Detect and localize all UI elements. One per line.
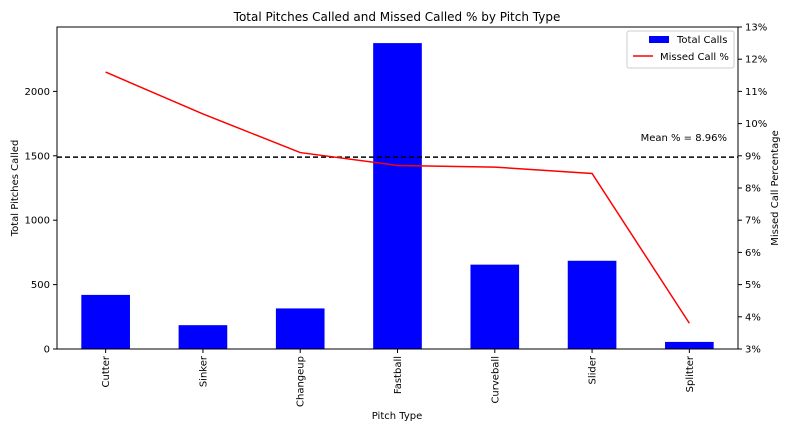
y-tick-label-right: 11%	[745, 87, 767, 98]
y-tick-label-right: 7%	[745, 216, 761, 227]
bar-cutter	[81, 294, 130, 349]
y-tick-label-left: 1500	[25, 151, 50, 162]
bar-sinker	[178, 325, 228, 349]
x-axis-title: Pitch Type	[372, 411, 423, 422]
plot-area: 0 500 1000 1500 2000 3% 4% 5% 6% 7% 8% 9% 10% 11% 12% 1…	[25, 23, 768, 407]
y-axis-title-right: Missed Call Percentage	[770, 130, 781, 246]
y-tick-label-right: 6%	[745, 248, 761, 259]
bar-splitter	[665, 341, 714, 349]
chart-title: Total Pitches Called and Missed Called %…	[233, 10, 561, 24]
mean-annotation: Mean % = 8.96%	[641, 133, 727, 144]
y-tick-label-right: 8%	[745, 184, 761, 195]
missed-call-line	[105, 71, 690, 324]
y-tick-label-right: 12%	[745, 55, 767, 66]
legend-swatch-total-calls	[649, 36, 669, 43]
y-tick-label-left: 2000	[25, 87, 50, 98]
legend: Total Calls Missed Call %	[626, 30, 735, 69]
x-tick-label-splitter: Splitter	[685, 355, 696, 392]
x-tick-label-changeup: Changeup	[296, 356, 307, 407]
bar-changeup	[275, 308, 325, 349]
x-tick-label-curveball: Curveball	[490, 356, 501, 404]
legend-label-total-calls: Total Calls	[676, 35, 727, 46]
y-tick-label-right: 5%	[745, 280, 761, 291]
y-tick-label-right: 4%	[745, 312, 761, 323]
x-tick-label-slider: Slider	[588, 355, 599, 384]
bar-fastball	[373, 43, 422, 349]
y-tick-label-left: 1000	[25, 216, 50, 227]
legend-label-missed-call: Missed Call %	[660, 52, 729, 63]
y-tick-label-left: 500	[31, 280, 50, 291]
y-tick-label-right: 9%	[745, 151, 761, 162]
x-tick-label-fastball: Fastball	[393, 356, 404, 394]
y-tick-label-right: 13%	[745, 23, 767, 34]
y-tick-label-right: 10%	[745, 119, 767, 130]
x-tick-label-sinker: Sinker	[198, 355, 209, 387]
x-tick-label-cutter: Cutter	[101, 355, 112, 387]
y-tick-label-left: 0	[44, 345, 50, 356]
y-tick-label-right: 3%	[745, 345, 761, 356]
y-axis-title-left: Total Pitches Called	[10, 140, 21, 238]
bar-slider	[567, 260, 617, 349]
bar-curveball	[470, 264, 520, 349]
